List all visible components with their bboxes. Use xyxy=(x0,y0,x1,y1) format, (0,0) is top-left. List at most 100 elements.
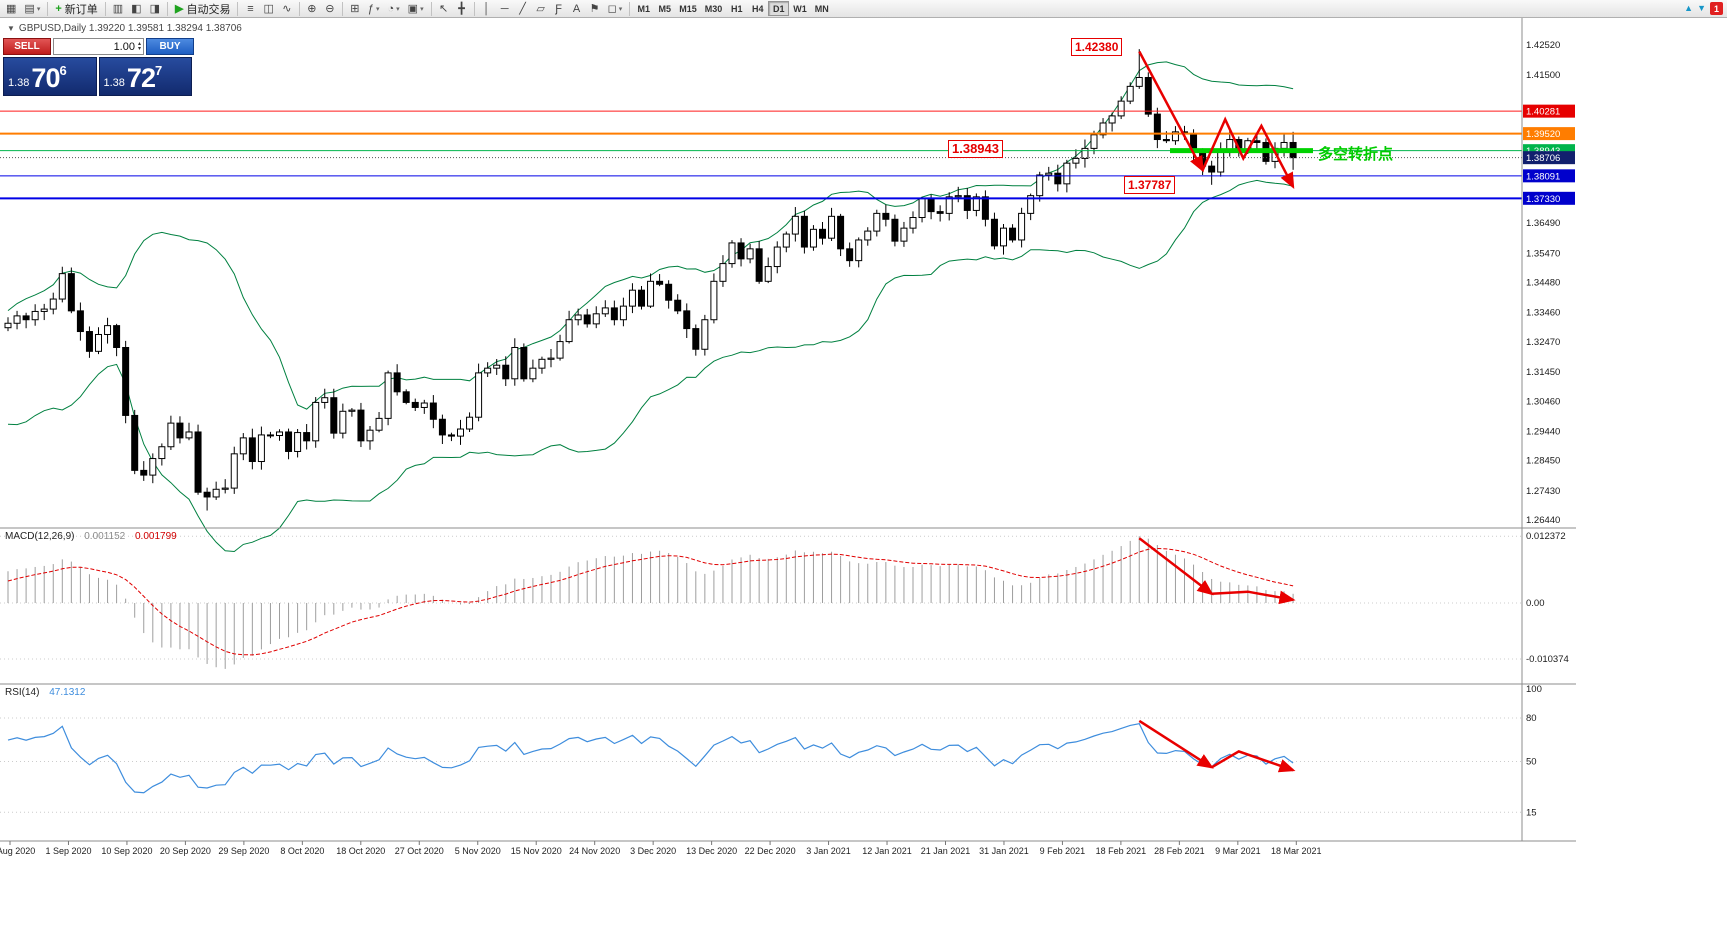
one-click-trading-panel: SELL 1.00 ▴ ▾ BUY 1.38 70 6 1.38 72 7 xyxy=(3,38,194,96)
scroll-up-icon[interactable]: ▲ xyxy=(1684,3,1694,13)
trend-arrows-rsi[interactable] xyxy=(1138,719,1296,773)
svg-text:20 Sep 2020: 20 Sep 2020 xyxy=(160,846,211,856)
svg-text:28 Feb 2021: 28 Feb 2021 xyxy=(1154,846,1205,856)
terminal-icon[interactable]: ◨ xyxy=(149,2,160,15)
svg-text:9 Mar 2021: 9 Mar 2021 xyxy=(1215,846,1261,856)
buy-button[interactable]: BUY xyxy=(146,38,194,55)
svg-text:1.31450: 1.31450 xyxy=(1526,367,1560,378)
macd-label: MACD(12,26,9) 0.001152 0.001799 xyxy=(5,531,177,542)
indicators-icon[interactable]: ƒ ▾ xyxy=(367,2,380,15)
svg-text:18 Mar 2021: 18 Mar 2021 xyxy=(1271,846,1322,856)
notifications-badge[interactable]: 1 xyxy=(1710,2,1723,15)
rsi-value: 47.1312 xyxy=(49,687,86,698)
svg-text:10 Sep 2020: 10 Sep 2020 xyxy=(101,846,152,856)
chart-text-label[interactable]: 多空转折点 xyxy=(1318,146,1394,163)
zoom-out-icon[interactable]: ⊖ xyxy=(325,2,335,15)
time-axis[interactable]: 23 Aug 2020 1 Sep 2020 10 Sep 2020 20 Sep 2… xyxy=(0,841,1322,856)
svg-text:1.36490: 1.36490 xyxy=(1526,218,1560,229)
bar-chart-icon[interactable]: ≡ xyxy=(247,2,254,15)
timeframe-d1-button[interactable]: D1 xyxy=(768,1,790,16)
trendline-icon[interactable]: ╱ xyxy=(519,2,526,15)
profiles-icon[interactable]: ▤ ▾ xyxy=(24,2,41,15)
autotrading-button[interactable]: ▶ 自动交易 xyxy=(174,2,231,16)
price-axis[interactable]: 1.42520 1.41500 1.36490 1.35470 1.34480 1.334… xyxy=(1523,40,1575,526)
svg-text:3 Dec 2020: 3 Dec 2020 xyxy=(630,846,676,856)
channel-icon[interactable]: ▱ xyxy=(536,2,545,15)
svg-text:27 Oct 2020: 27 Oct 2020 xyxy=(395,846,444,856)
buy-price-display[interactable]: 1.38 72 7 xyxy=(98,57,192,96)
tile-windows-icon[interactable]: ⊞ xyxy=(350,2,360,15)
price-lines[interactable] xyxy=(0,110,1522,200)
text-icon[interactable]: A xyxy=(572,2,581,15)
toolbar-separator xyxy=(473,1,475,16)
price-annotation-box[interactable]: 1.42380 xyxy=(1071,38,1123,56)
svg-text:31 Jan 2021: 31 Jan 2021 xyxy=(979,846,1029,856)
trend-arrows-macd[interactable] xyxy=(1138,537,1296,605)
market-watch-icon[interactable]: ▥ xyxy=(112,2,124,15)
sell-price-sup: 6 xyxy=(59,63,67,78)
horizontal-line-icon[interactable]: ─ xyxy=(500,2,509,15)
vertical-line-icon[interactable]: │ xyxy=(483,2,491,15)
svg-text:50: 50 xyxy=(1526,757,1537,768)
timeframe-h1-button[interactable]: H1 xyxy=(731,3,743,14)
sell-price-head: 1.38 xyxy=(8,77,30,89)
shapes-icon[interactable]: ◻ ▾ xyxy=(607,2,623,15)
timeframe-mn-button[interactable]: MN xyxy=(814,3,829,14)
svg-text:15: 15 xyxy=(1526,807,1537,818)
arrow-label-icon[interactable]: ⚑ xyxy=(589,2,600,15)
periods-icon[interactable]: ◔ ▾ xyxy=(387,2,400,15)
templates-icon[interactable]: ▣ ▾ xyxy=(407,2,424,15)
svg-text:13 Dec 2020: 13 Dec 2020 xyxy=(686,846,737,856)
macd-axis: 0.012372 0.00 -0.010374 xyxy=(1526,531,1569,665)
trend-arrows-main[interactable] xyxy=(1138,50,1295,190)
new-chart-icon[interactable]: ▦ xyxy=(6,2,17,15)
macd-signal-value: 0.001799 xyxy=(135,531,177,542)
chart-canvas[interactable]: 1.42520 1.41500 1.36490 1.35470 1.34480 1.334… xyxy=(0,18,1576,861)
line-chart-icon[interactable]: ∿ xyxy=(282,2,292,15)
rsi-axis: 100 80 50 15 xyxy=(1526,684,1542,818)
price-annotation-box[interactable]: 1.37787 xyxy=(1124,176,1176,194)
timeframe-w1-button[interactable]: W1 xyxy=(793,3,807,14)
sell-button[interactable]: SELL xyxy=(3,38,51,55)
svg-text:1.34480: 1.34480 xyxy=(1526,278,1560,289)
chart-window: 1.42520 1.41500 1.36490 1.35470 1.34480 1.334… xyxy=(0,18,1576,878)
scroll-down-icon[interactable]: ▼ xyxy=(1697,3,1706,13)
toolbar-separator xyxy=(341,1,343,16)
candlestick-chart-icon[interactable]: ◫ xyxy=(263,2,274,15)
one-click-collapse-icon[interactable]: ▼ xyxy=(7,24,15,33)
toolbar-separator xyxy=(237,1,239,16)
svg-text:1 Sep 2020: 1 Sep 2020 xyxy=(45,846,91,856)
timeframe-m1-button[interactable]: M1 xyxy=(637,3,650,14)
svg-text:22 Dec 2020: 22 Dec 2020 xyxy=(745,846,796,856)
crosshair-icon[interactable]: ╋ xyxy=(458,2,465,15)
price-annotation-box[interactable]: 1.38943 xyxy=(948,140,1003,158)
svg-text:24 Nov 2020: 24 Nov 2020 xyxy=(569,846,620,856)
zoom-in-icon[interactable]: ⊕ xyxy=(307,2,317,15)
lot-decrease-icon[interactable]: ▾ xyxy=(137,45,141,52)
timeframe-m5-button[interactable]: M5 xyxy=(658,3,671,14)
symbol-ohlc-text: GBPUSD,Daily 1.39220 1.39581 1.38294 1.3… xyxy=(18,23,242,34)
buy-price-head: 1.38 xyxy=(103,77,125,89)
lot-size-field[interactable]: 1.00 ▴ ▾ xyxy=(53,38,144,55)
svg-text:0.00: 0.00 xyxy=(1526,598,1545,609)
navigator-icon[interactable]: ◧ xyxy=(131,2,142,15)
svg-text:1.32470: 1.32470 xyxy=(1526,337,1560,348)
chart-symbol-label: ▼ GBPUSD,Daily 1.39220 1.39581 1.38294 1… xyxy=(7,23,242,34)
lot-increase-icon[interactable]: ▴ xyxy=(137,40,141,47)
macd-histogram xyxy=(7,536,1294,669)
new-order-button[interactable]: + 新订单 xyxy=(55,2,98,16)
timeframe-m15-button[interactable]: M15 xyxy=(679,3,697,14)
toolbar-separator xyxy=(47,1,49,16)
cursor-icon[interactable]: ↖ xyxy=(438,2,449,15)
svg-text:18 Feb 2021: 18 Feb 2021 xyxy=(1096,846,1147,856)
timeframe-h4-button[interactable]: H4 xyxy=(752,3,764,14)
sell-price-display[interactable]: 1.38 70 6 xyxy=(3,57,97,96)
svg-text:21 Jan 2021: 21 Jan 2021 xyxy=(921,846,971,856)
lot-value: 1.00 xyxy=(113,40,135,53)
fibonacci-icon[interactable]: Ƒ xyxy=(555,2,562,15)
svg-text:1.38706: 1.38706 xyxy=(1526,153,1560,164)
timeframe-m30-button[interactable]: M30 xyxy=(704,3,723,14)
svg-text:100: 100 xyxy=(1526,684,1542,695)
svg-text:8 Oct 2020: 8 Oct 2020 xyxy=(280,846,324,856)
buy-price-big: 72 xyxy=(126,63,156,93)
